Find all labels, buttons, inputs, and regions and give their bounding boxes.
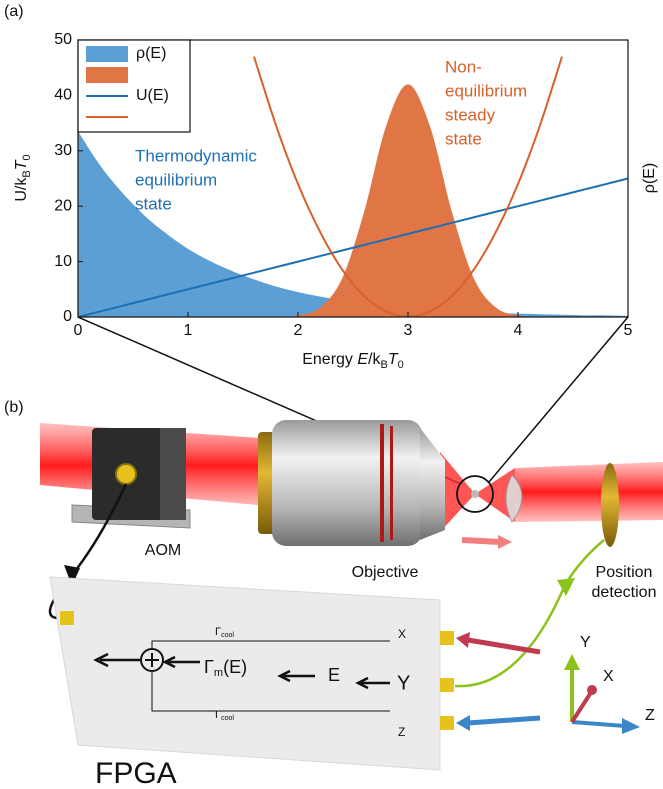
particle: [471, 490, 479, 498]
flow-label: E: [328, 665, 340, 685]
y-tick-label: 50: [54, 31, 72, 48]
label: AOM: [145, 542, 181, 559]
axis-label: Z: [645, 707, 655, 724]
laser-beam: [515, 462, 663, 522]
flow-label: X: [398, 627, 406, 641]
y-tick-label: 10: [54, 253, 72, 270]
input-arrow: [468, 718, 540, 723]
flow-label: Y: [397, 672, 410, 694]
x-tick-label: 2: [294, 322, 303, 339]
x-tick-label: 3: [404, 322, 413, 339]
aom: [160, 428, 186, 520]
y-tick-label: 40: [54, 87, 72, 104]
flow-label: Γm(E): [204, 657, 247, 679]
axis-arrow: [622, 718, 640, 734]
axis-arrow: [587, 685, 597, 695]
y-tick-label: 0: [63, 308, 72, 325]
cable: [455, 540, 604, 686]
y-axis-label: U/kBT0: [13, 154, 33, 201]
legend-swatch: [86, 46, 128, 62]
input-arrow: [456, 632, 470, 648]
y-tick-label: 30: [54, 142, 72, 159]
zoom-line: [489, 317, 628, 482]
figure: (a) (b) U/kBT0 Energy E/kBT0 ρ(E) 010203…: [0, 0, 663, 789]
x-tick-label: 1: [184, 322, 193, 339]
setup-illustration: [40, 420, 663, 770]
objective-ring: [390, 426, 393, 540]
annotation: state: [445, 129, 482, 148]
x-tick-label: 5: [624, 322, 633, 339]
connector: [116, 464, 136, 484]
label: FPGA: [95, 757, 177, 789]
y2-axis-label: ρ(E): [641, 163, 658, 193]
x-tick-label: 4: [514, 322, 523, 339]
objective-ring: [380, 424, 384, 542]
panel-label: (b): [4, 399, 24, 416]
connector: [440, 678, 454, 692]
annotation: steady: [445, 105, 496, 124]
annotation: equilibrium: [135, 170, 217, 189]
panel-label: (a): [4, 3, 24, 20]
axis-arrow: [572, 694, 590, 722]
legend-label: ρ(E): [136, 45, 166, 62]
detector: [601, 463, 619, 547]
objective: [272, 420, 422, 546]
cable-tag: [557, 578, 575, 596]
label: Objective: [352, 564, 419, 581]
legend-swatch: [86, 67, 128, 83]
objective-nose: [420, 428, 445, 540]
plot: 0 10 20 30 40 50 0 1 2 3 4 5 Thermodynamic equilibriu…: [54, 31, 632, 339]
axis-label: X: [603, 668, 614, 685]
connector: [60, 611, 74, 625]
axis-label: Y: [580, 634, 591, 651]
legend-label: U(E): [136, 87, 169, 104]
connector: [440, 716, 454, 730]
annotation: state: [135, 194, 172, 213]
annotation: Non-: [445, 57, 482, 76]
input-arrow: [456, 715, 470, 731]
flow-label: Z: [398, 725, 405, 739]
label: Position: [596, 564, 653, 581]
arrow: [462, 540, 500, 542]
axis-arrow: [564, 654, 580, 670]
axis-arrow: [572, 722, 625, 726]
x-tick-label: 0: [74, 322, 83, 339]
y-tick-label: 20: [54, 197, 72, 214]
label: detection: [592, 584, 657, 601]
x-axis-label: Energy E/kBT0: [302, 351, 404, 371]
connector: [440, 631, 454, 645]
annotation: equilibrium: [445, 81, 527, 100]
annotation: Thermodynamic: [135, 146, 257, 165]
arrow: [498, 535, 512, 549]
